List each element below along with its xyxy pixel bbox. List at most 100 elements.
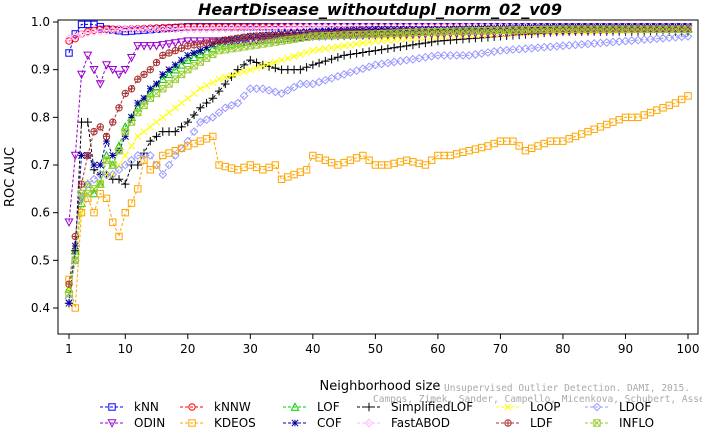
data-point (333, 71, 343, 81)
data-point (120, 65, 130, 75)
data-point (65, 49, 73, 57)
data-point (253, 64, 261, 72)
data-point (127, 142, 136, 150)
data-point (114, 165, 124, 175)
legend-label: INFLO (619, 416, 654, 430)
data-point (627, 36, 637, 45)
data-point (71, 242, 79, 250)
legend-label: LOF (317, 400, 340, 414)
data-point (277, 89, 286, 98)
data-point (289, 82, 299, 92)
data-point (102, 137, 111, 145)
data-point (189, 37, 199, 46)
data-point (265, 60, 273, 68)
data-point (308, 60, 318, 70)
data-point (152, 58, 161, 67)
y-tick-label: 0.5 (31, 253, 50, 267)
data-point (639, 35, 649, 45)
data-point (383, 44, 393, 53)
data-point (578, 130, 586, 138)
data-point (171, 104, 179, 112)
data-point (189, 127, 199, 137)
series-line-ldf (68, 28, 688, 285)
data-point (77, 151, 86, 160)
data-point (65, 290, 73, 298)
data-point (184, 51, 192, 59)
data-point (208, 112, 218, 122)
data-point (115, 104, 123, 112)
data-point (209, 38, 217, 46)
data-point (233, 65, 243, 74)
data-point (527, 43, 537, 53)
data-point (277, 37, 286, 45)
data-point (265, 39, 273, 47)
data-point (177, 38, 187, 47)
legend-item-odin: ODIN (100, 416, 165, 430)
data-point (314, 77, 324, 87)
data-point (183, 117, 192, 127)
data-point (646, 34, 655, 44)
legend-label: KDEOS (214, 416, 256, 430)
legend-item-ldf: LDF (496, 416, 553, 430)
data-point (345, 68, 355, 77)
legend-item-ldof: LDOF (585, 400, 651, 414)
data-point (327, 73, 337, 83)
data-point (134, 99, 142, 107)
data-point (159, 70, 167, 78)
data-point (290, 35, 298, 43)
data-point (227, 35, 236, 43)
legend-item-cof: COF (283, 416, 342, 430)
data-point (271, 63, 280, 73)
data-point (390, 36, 398, 44)
data-point (671, 99, 680, 107)
data-point (120, 160, 130, 170)
data-point (295, 79, 305, 89)
y-tick-label: 0.6 (31, 206, 50, 220)
legend-label: kNN (134, 400, 159, 414)
data-point (496, 46, 505, 56)
data-point (152, 118, 161, 126)
data-point (577, 39, 587, 49)
data-point (152, 24, 161, 34)
data-point (195, 24, 205, 34)
data-point (146, 123, 154, 131)
plot-area-frame (57, 19, 699, 335)
data-point (146, 166, 154, 174)
data-point (96, 123, 104, 131)
y-tick-label: 0.8 (31, 110, 50, 124)
x-tick-label: 70 (493, 342, 508, 356)
data-point (121, 89, 129, 98)
data-point (377, 45, 386, 54)
data-point (334, 43, 342, 51)
data-point (296, 34, 305, 42)
legend-marker (290, 402, 300, 411)
data-point (203, 43, 211, 51)
legend-marker (592, 402, 602, 412)
data-point (70, 31, 80, 41)
watermark-line-2: Campos, Zimek, Sander, Campello, Micenko… (373, 394, 702, 405)
data-point (171, 75, 179, 83)
legend-item-knnw: kNNW (180, 400, 251, 414)
y-tick-label: 1.0 (31, 15, 50, 29)
data-point (121, 179, 130, 189)
data-point (202, 98, 211, 108)
data-point (159, 51, 167, 59)
data-point (346, 50, 355, 59)
data-point (246, 42, 255, 50)
data-point (108, 170, 118, 179)
data-point (321, 156, 330, 164)
data-point (115, 147, 123, 155)
data-point (533, 43, 543, 53)
data-point (127, 24, 136, 34)
data-point (83, 117, 92, 127)
x-tick-label: 60 (430, 342, 445, 356)
legend-item-knn: kNN (100, 400, 159, 414)
data-point (296, 50, 304, 58)
data-point (396, 42, 405, 51)
data-point (96, 161, 104, 169)
data-point (233, 38, 243, 47)
data-point (214, 86, 224, 96)
data-point (134, 75, 142, 83)
data-point (458, 50, 468, 60)
